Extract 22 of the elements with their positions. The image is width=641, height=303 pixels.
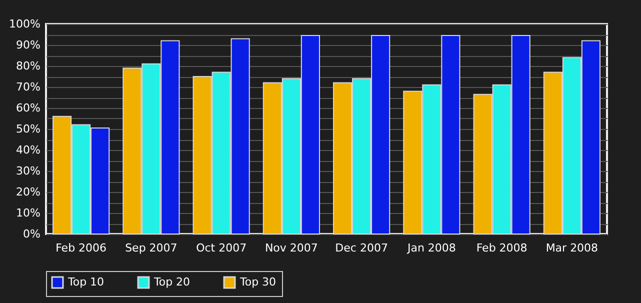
x-tick-label: Feb 2008 — [476, 242, 528, 254]
y-tick-label: 40% — [16, 144, 40, 156]
x-tick-label: Nov 2007 — [264, 242, 318, 254]
y-tick-label: 20% — [16, 186, 40, 198]
y-tick-label: 70% — [16, 80, 40, 94]
y-tick-label: 0% — [23, 228, 40, 240]
y-tick-label: 100% — [9, 18, 40, 30]
x-tick-label: Jan 2008 — [406, 242, 456, 254]
x-tick-label: Mar 2008 — [546, 242, 598, 254]
legend-label: Top 20 — [153, 276, 190, 289]
x-tick-label: Oct 2007 — [196, 242, 247, 254]
y-tick-label: 80% — [16, 60, 40, 72]
y-tick-label: 50% — [16, 122, 40, 136]
y-tick-label: 90% — [16, 38, 40, 52]
x-tick-label: Dec 2007 — [335, 242, 388, 254]
legend-label: Top 10 — [67, 276, 104, 289]
x-tick-label: Sep 2007 — [125, 242, 178, 254]
y-tick-label: 10% — [16, 206, 40, 220]
y-tick-label: 30% — [16, 164, 40, 178]
x-tick-label: Feb 2006 — [56, 242, 107, 254]
y-tick-label: 60% — [16, 102, 40, 114]
legend-label: Top 30 — [239, 276, 276, 289]
